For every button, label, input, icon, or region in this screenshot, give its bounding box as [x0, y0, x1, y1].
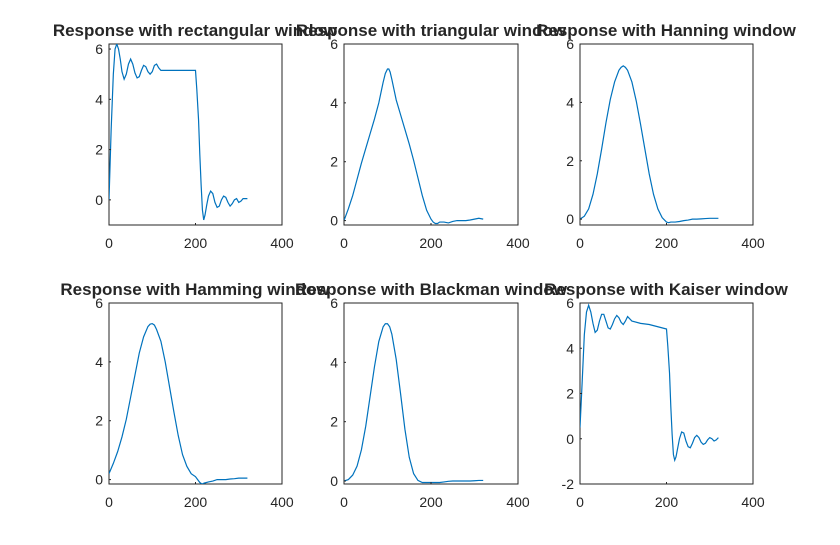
subplot-title: Response with rectangular window	[53, 21, 338, 40]
subplot-title: Response with triangular window	[296, 21, 567, 40]
y-tick-label: 2	[566, 386, 574, 402]
series-line-1	[580, 303, 719, 463]
axes-box	[108, 302, 283, 485]
y-tick-label: 2	[330, 414, 338, 430]
y-tick-label: 0	[330, 473, 338, 489]
series-line-1	[580, 65, 719, 224]
y-tick-label: 4	[330, 95, 338, 111]
x-tick-label: 200	[655, 235, 679, 251]
x-tick-label: 200	[419, 235, 443, 251]
y-tick-label: 6	[95, 41, 103, 57]
x-tick-label: 400	[741, 494, 765, 510]
y-tick-label: -2	[562, 476, 575, 492]
x-tick-label: 400	[270, 235, 294, 251]
y-tick-label: 0	[330, 213, 338, 229]
y-tick-label: 6	[95, 295, 103, 311]
y-tick-label: 0	[95, 472, 103, 488]
x-tick-label: 0	[105, 494, 113, 510]
y-tick-label: 6	[330, 36, 338, 52]
y-tick-label: 2	[95, 413, 103, 429]
axes-box	[579, 43, 754, 226]
subplot-title: Response with Hamming window	[60, 280, 330, 299]
y-tick-label: 2	[95, 142, 103, 158]
subplot-title: Response with Blackman window	[295, 280, 568, 299]
y-tick-label: 4	[330, 354, 338, 370]
y-tick-label: 0	[566, 211, 574, 227]
x-tick-label: 400	[270, 494, 294, 510]
series-line-1	[109, 44, 248, 221]
y-tick-label: 2	[566, 153, 574, 169]
x-tick-label: 400	[741, 235, 765, 251]
y-tick-label: 4	[566, 94, 574, 110]
x-tick-label: 400	[506, 235, 530, 251]
series-line-1	[344, 68, 484, 225]
x-tick-label: 200	[419, 494, 443, 510]
x-tick-label: 200	[655, 494, 679, 510]
y-tick-label: 6	[566, 36, 574, 52]
x-tick-label: 0	[105, 235, 113, 251]
x-tick-label: 400	[506, 494, 530, 510]
y-tick-label: 6	[330, 295, 338, 311]
x-tick-label: 200	[184, 494, 208, 510]
series-line-1	[344, 323, 484, 484]
subplot-title: Response with Hanning window	[536, 21, 797, 40]
x-tick-label: 200	[184, 235, 208, 251]
y-tick-label: 4	[566, 340, 574, 356]
series-line-1	[109, 322, 248, 484]
x-tick-label: 0	[576, 235, 584, 251]
y-tick-label: 4	[95, 354, 103, 370]
y-tick-label: 0	[95, 192, 103, 208]
subplot-title: Response with Kaiser window	[544, 280, 788, 299]
x-tick-label: 0	[576, 494, 584, 510]
x-tick-label: 0	[340, 494, 348, 510]
y-tick-label: 0	[566, 431, 574, 447]
x-tick-label: 0	[340, 235, 348, 251]
y-tick-label: 4	[95, 91, 103, 107]
y-tick-label: 2	[330, 154, 338, 170]
y-tick-label: 6	[566, 295, 574, 311]
